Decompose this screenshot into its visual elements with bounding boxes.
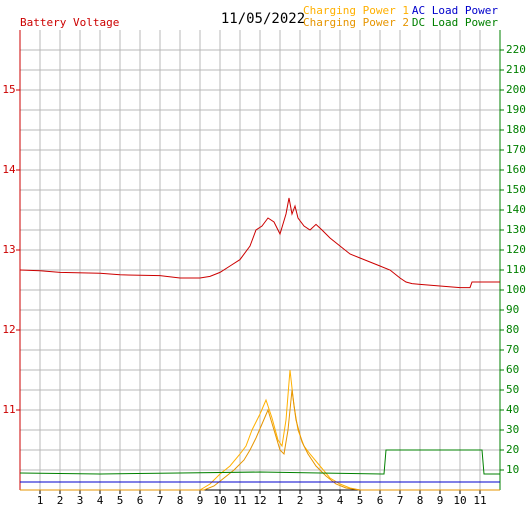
x-tick-label: 5 bbox=[357, 494, 364, 507]
y2-tick-label: 180 bbox=[506, 123, 526, 136]
y2-tick-label: 110 bbox=[506, 263, 526, 276]
x-tick-label: 6 bbox=[377, 494, 384, 507]
y2-tick-label: 220 bbox=[506, 43, 526, 56]
y2-tick-label: 150 bbox=[506, 183, 526, 196]
y2-tick-label: 50 bbox=[506, 383, 519, 396]
y2-tick-label: 140 bbox=[506, 203, 526, 216]
y2-tick-label: 100 bbox=[506, 283, 526, 296]
x-tick-label: 10 bbox=[453, 494, 466, 507]
y2-tick-label: 70 bbox=[506, 343, 519, 356]
legend-entry: Charging Power 2 bbox=[303, 16, 409, 29]
x-tick-label: 7 bbox=[397, 494, 404, 507]
legend-entry: DC Load Power bbox=[412, 16, 498, 29]
series-line bbox=[19, 449, 500, 475]
y2-tick-label: 190 bbox=[506, 103, 526, 116]
x-tick-label: 7 bbox=[157, 494, 164, 507]
x-tick-label: 5 bbox=[117, 494, 124, 507]
x-tick-label: 11 bbox=[233, 494, 246, 507]
x-tick-label: 12 bbox=[253, 494, 266, 507]
legend-entry: Battery Voltage bbox=[20, 16, 119, 29]
y2-tick-label: 60 bbox=[506, 363, 519, 376]
y-tick-label: 13 bbox=[2, 243, 15, 256]
y2-tick-label: 120 bbox=[506, 243, 526, 256]
y-tick-label: 12 bbox=[2, 323, 15, 336]
y2-tick-label: 10 bbox=[506, 463, 519, 476]
x-tick-label: 9 bbox=[437, 494, 444, 507]
x-tick-label: 1 bbox=[37, 494, 44, 507]
y2-tick-label: 130 bbox=[506, 223, 526, 236]
x-tick-label: 10 bbox=[213, 494, 226, 507]
y2-tick-label: 20 bbox=[506, 443, 519, 456]
series-line bbox=[19, 197, 500, 289]
y2-tick-label: 30 bbox=[506, 423, 519, 436]
series-line bbox=[20, 369, 500, 491]
y2-tick-label: 90 bbox=[506, 303, 519, 316]
x-tick-label: 1 bbox=[277, 494, 284, 507]
x-tick-label: 6 bbox=[137, 494, 144, 507]
y-tick-label: 15 bbox=[2, 83, 15, 96]
x-tick-label: 4 bbox=[337, 494, 344, 507]
x-tick-label: 9 bbox=[197, 494, 204, 507]
y2-tick-label: 80 bbox=[506, 323, 519, 336]
y2-tick-label: 40 bbox=[506, 403, 519, 416]
y-tick-label: 14 bbox=[2, 163, 16, 176]
y2-tick-label: 160 bbox=[506, 163, 526, 176]
y2-tick-label: 200 bbox=[506, 83, 526, 96]
x-tick-label: 8 bbox=[177, 494, 184, 507]
legend-entry: AC Load Power bbox=[412, 4, 498, 17]
chart-date: 11/05/2022 bbox=[221, 11, 305, 27]
y-tick-label: 11 bbox=[2, 403, 15, 416]
y2-tick-label: 170 bbox=[506, 143, 526, 156]
x-tick-label: 11 bbox=[473, 494, 486, 507]
y2-tick-label: 210 bbox=[506, 63, 526, 76]
x-tick-label: 2 bbox=[297, 494, 304, 507]
series-line bbox=[20, 389, 500, 491]
x-tick-label: 4 bbox=[97, 494, 104, 507]
x-tick-label: 2 bbox=[57, 494, 64, 507]
x-tick-label: 3 bbox=[317, 494, 324, 507]
x-tick-label: 8 bbox=[417, 494, 424, 507]
legend-entry: Charging Power 1 bbox=[303, 4, 409, 17]
x-tick-label: 3 bbox=[77, 494, 84, 507]
